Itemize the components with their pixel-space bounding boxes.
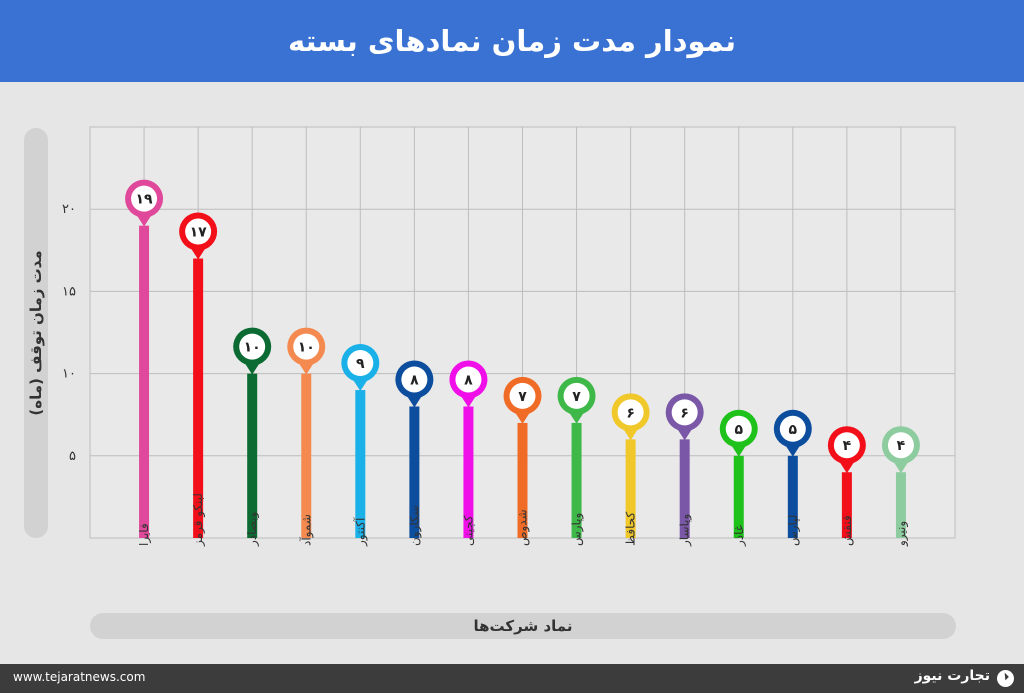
value-marker-center: [347, 350, 374, 377]
bar: [193, 258, 204, 538]
x-tick-label: آکنتور: [352, 517, 368, 547]
y-tick-label: ۱۵: [62, 284, 76, 299]
bar: [409, 406, 420, 538]
x-tick-label: غاذر: [732, 525, 747, 547]
x-tick-label: وپارس: [570, 513, 585, 546]
bar: [571, 422, 582, 538]
data-label: ۵: [789, 422, 798, 438]
x-tick-label: وپاسار: [678, 514, 693, 547]
x-tick-label: ونیرو: [894, 521, 909, 547]
value-marker-center: [455, 366, 482, 393]
value-marker-center: [239, 333, 266, 360]
x-tick-label: وبصادر: [245, 512, 260, 547]
x-tick-label: کچینی: [461, 515, 475, 546]
value-marker-center: [779, 415, 806, 442]
x-tick-label: شدوص: [516, 509, 531, 546]
bar: [517, 422, 528, 538]
data-label: ۱۰: [244, 340, 261, 356]
x-tick-label: فایرا: [137, 523, 152, 546]
data-label: ۴: [897, 438, 906, 454]
data-label: ۸: [464, 372, 473, 388]
value-marker-center: [671, 399, 698, 426]
chart-header: نمودار مدت زمان نمادهای بسته: [0, 0, 1024, 82]
data-label: ۵: [734, 422, 743, 438]
bar: [625, 439, 636, 538]
bar: [841, 472, 852, 538]
x-tick-label: لپارس: [786, 515, 801, 546]
bar: [355, 390, 366, 538]
x-tick-label: کحافظ: [624, 511, 638, 546]
value-marker-center: [131, 185, 158, 212]
bar: [787, 455, 798, 538]
bar: [733, 455, 744, 538]
bar: [139, 225, 150, 538]
data-label: ۱۹: [136, 192, 154, 208]
value-marker-center: [563, 382, 590, 409]
y-tick-label: ۱۰: [62, 367, 76, 382]
value-marker-center: [887, 432, 914, 459]
bar: [463, 406, 474, 538]
footer-bar: www.tejaratnews.com تجارت نیوز: [0, 664, 1024, 693]
value-marker-center: [401, 366, 428, 393]
bar: [895, 472, 906, 538]
data-label: ۸: [410, 372, 419, 388]
value-marker-center: [725, 415, 752, 442]
footer-brand: تجارت نیوز: [914, 668, 990, 684]
x-axis-label-pill: نماد شرکت‌ها: [90, 613, 956, 639]
bar: [247, 373, 258, 538]
x-tick-label: سکارون: [407, 505, 422, 546]
y-tick-label: ۲۰: [62, 202, 76, 217]
x-axis-label: نماد شرکت‌ها: [473, 617, 573, 635]
data-label: ۶: [626, 405, 635, 421]
data-label: ۱۷: [190, 225, 208, 241]
value-marker-center: [185, 218, 212, 245]
y-axis-label-pill: [24, 128, 48, 538]
data-label: ۴: [843, 438, 852, 454]
data-label: ۹: [356, 356, 365, 372]
data-label: ۷: [518, 389, 527, 405]
x-tick-label: لبنکو قرمز: [191, 493, 206, 547]
data-label: ۷: [572, 389, 581, 405]
data-label: ۶: [680, 405, 689, 421]
value-marker-center: [833, 432, 860, 459]
y-tick-label: ۵: [69, 449, 76, 464]
brand-logo-icon: [997, 670, 1014, 687]
data-label: ۱۰: [298, 340, 315, 356]
value-marker-center: [509, 382, 536, 409]
footer-url[interactable]: www.tejaratnews.com: [13, 670, 146, 684]
bar: [301, 373, 312, 538]
value-marker-center: [617, 399, 644, 426]
x-tick-label: شموآد: [298, 514, 314, 546]
bar: [679, 439, 690, 538]
chart-title: نمودار مدت زمان نمادهای بسته: [287, 24, 737, 58]
value-marker-center: [293, 333, 320, 360]
x-tick-label: قنقش: [840, 515, 855, 546]
